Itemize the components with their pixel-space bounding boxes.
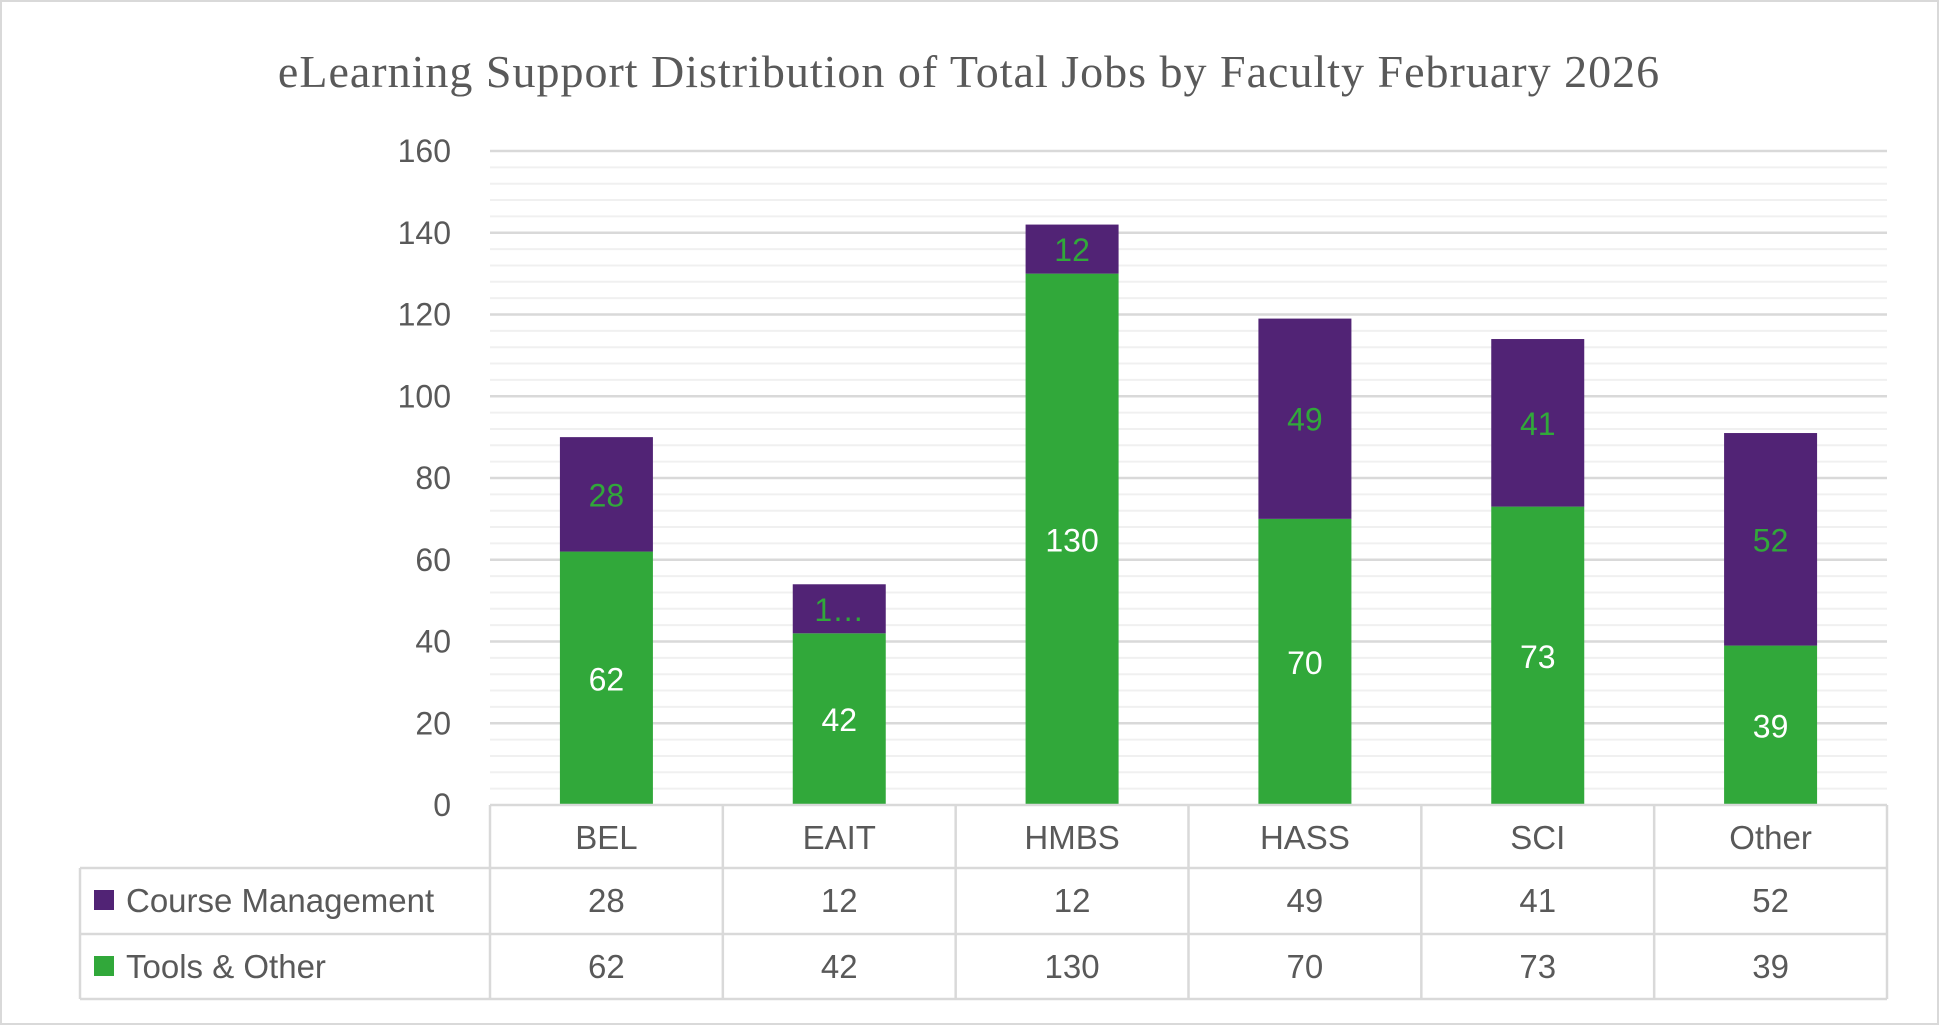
y-tick-label: 60: [415, 542, 451, 578]
bar-segment-course-management: [1724, 433, 1818, 646]
table-cell: 73: [1519, 948, 1556, 985]
y-tick-label: 40: [415, 624, 451, 660]
category-label: HMBS: [1024, 819, 1119, 856]
y-tick-label: 20: [415, 705, 451, 741]
bar-segment-tools-other: [559, 551, 653, 805]
bar-segment-tools-other: [792, 633, 886, 805]
data-label: 130: [1045, 522, 1098, 558]
data-label: 73: [1520, 639, 1556, 675]
y-tick-label: 140: [398, 215, 451, 251]
data-label: 41: [1520, 406, 1556, 442]
y-axis: 0 20 40 60 80 100 120 140 160: [398, 133, 451, 823]
data-label: 52: [1753, 522, 1789, 558]
table-cell: 52: [1752, 882, 1789, 919]
data-label: 1…: [814, 592, 864, 628]
bar-segment-tools-other: [1025, 273, 1119, 805]
table-cell: 130: [1045, 948, 1100, 985]
bar-segment-tools-other: [1258, 518, 1352, 805]
chart-title: eLearning Support Distribution of Total …: [278, 46, 1660, 97]
legend-key: [94, 890, 114, 910]
category-label: HASS: [1260, 819, 1350, 856]
y-tick-label: 80: [415, 460, 451, 496]
table-cell: 70: [1287, 948, 1324, 985]
category-label: EAIT: [803, 819, 876, 856]
table-cell: 41: [1519, 882, 1556, 919]
bar-segment-tools-other: [1491, 506, 1585, 805]
data-label: 49: [1287, 402, 1323, 438]
table-cell: 12: [1054, 882, 1091, 919]
bar-segment-course-management: [559, 437, 653, 552]
y-tick-label: 120: [398, 297, 451, 333]
bar-segment-course-management: [1025, 224, 1119, 274]
legend-label: Tools & Other: [126, 948, 326, 985]
data-label: 28: [589, 477, 625, 513]
table-cell: 28: [588, 882, 625, 919]
table-cell: 39: [1752, 948, 1789, 985]
table-cell: 62: [588, 948, 625, 985]
data-label: 39: [1753, 708, 1789, 744]
gridlines: [490, 149, 1887, 790]
table-cell: 49: [1287, 882, 1324, 919]
y-tick-label: 160: [398, 133, 451, 169]
category-label: BEL: [575, 819, 637, 856]
bars: 62 28 42 1… 130 12 70 49 73 41 39 52: [559, 224, 1818, 805]
bar-segment-course-management: [1491, 339, 1585, 507]
bar-segment-course-management: [792, 584, 886, 634]
category-label: SCI: [1510, 819, 1565, 856]
y-tick-label: 0: [433, 787, 451, 823]
data-label: 12: [1054, 232, 1090, 268]
legend-label: Course Management: [126, 882, 434, 919]
table-cell: 12: [821, 882, 858, 919]
table-cell: 42: [821, 948, 858, 985]
category-label: Other: [1729, 819, 1812, 856]
bar-segment-tools-other: [1724, 645, 1818, 805]
legend-key: [94, 956, 114, 976]
data-label: 42: [821, 702, 857, 738]
data-table: BEL EAIT HMBS HASS SCI Other Course Management…: [78, 803, 1889, 1001]
data-label: 62: [589, 661, 625, 697]
y-tick-label: 100: [398, 378, 451, 414]
bar-segment-course-management: [1258, 318, 1352, 519]
data-label: 70: [1287, 645, 1323, 681]
